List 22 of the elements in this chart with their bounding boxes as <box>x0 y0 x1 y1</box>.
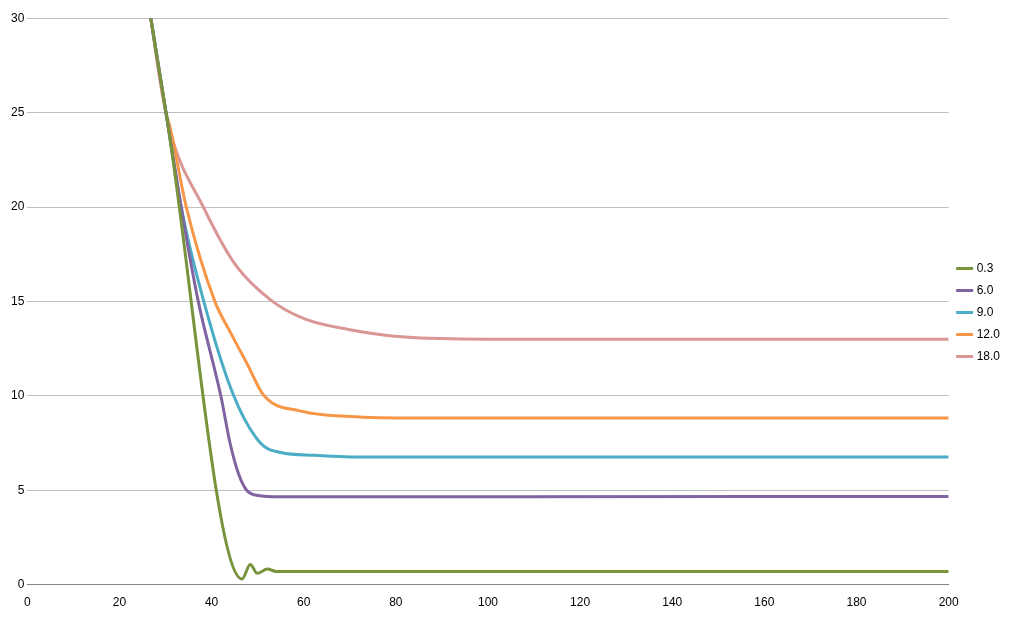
x-tick-label: 80 <box>389 595 403 610</box>
y-tick-label: 30 <box>10 10 25 25</box>
x-tick-label: 60 <box>297 595 311 610</box>
legend-label: 12.0 <box>976 326 1001 341</box>
x-tick-label: 180 <box>846 595 867 610</box>
x-tick-label: 100 <box>477 595 499 610</box>
x-tick-label: 40 <box>204 595 219 610</box>
y-tick-label: 5 <box>17 482 25 497</box>
y-tick-label: 15 <box>10 293 25 308</box>
x-tick-label: 20 <box>112 595 127 610</box>
legend-label: 6.0 <box>976 282 994 297</box>
x-tick-label: 140 <box>662 595 683 610</box>
legend-label: 9.0 <box>976 304 994 319</box>
y-tick-label: 20 <box>10 199 25 214</box>
legend-label: 18.0 <box>976 348 1001 363</box>
y-tick-label: 0 <box>17 576 25 591</box>
x-tick-label: 200 <box>938 595 959 610</box>
x-tick-label: 120 <box>570 595 591 610</box>
y-tick-label: 25 <box>10 104 25 119</box>
x-tick-label: 160 <box>754 595 775 610</box>
y-tick-label: 10 <box>10 388 25 403</box>
legend-label: 0.3 <box>976 260 994 275</box>
